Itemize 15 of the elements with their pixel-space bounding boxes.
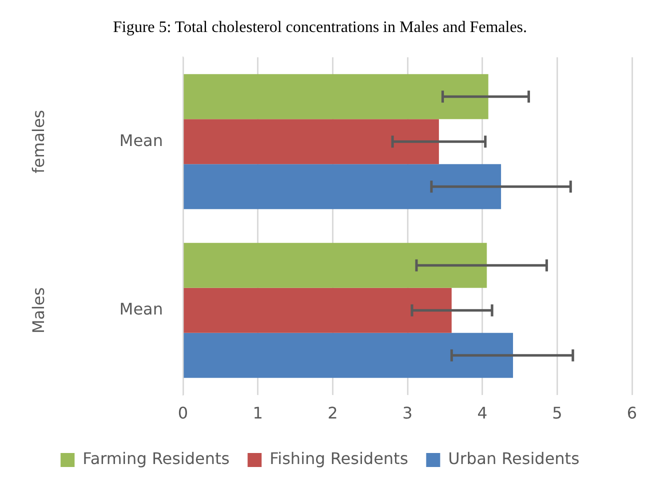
x-tick-label: 5 (552, 404, 562, 423)
x-tick-label: 3 (402, 404, 413, 423)
text: females (29, 110, 48, 174)
y-tick-label: Mean (119, 130, 163, 150)
legend-label: Fishing Residents (270, 449, 408, 468)
text: Males (29, 287, 48, 334)
x-tick-label: 1 (252, 404, 263, 423)
chart-title: Figure 5: Total cholesterol concentrations in Males and Females. (112, 18, 528, 36)
x-tick-label: 2 (328, 404, 338, 423)
x-tick-label: 6 (626, 404, 638, 423)
x-tick-label: 0 (178, 404, 188, 423)
legend-label: Urban Residents (448, 449, 580, 468)
y-tick-label: Mean (119, 300, 163, 319)
legend-label: Farming Residents (82, 449, 230, 468)
x-tick-label: 4 (477, 404, 488, 423)
